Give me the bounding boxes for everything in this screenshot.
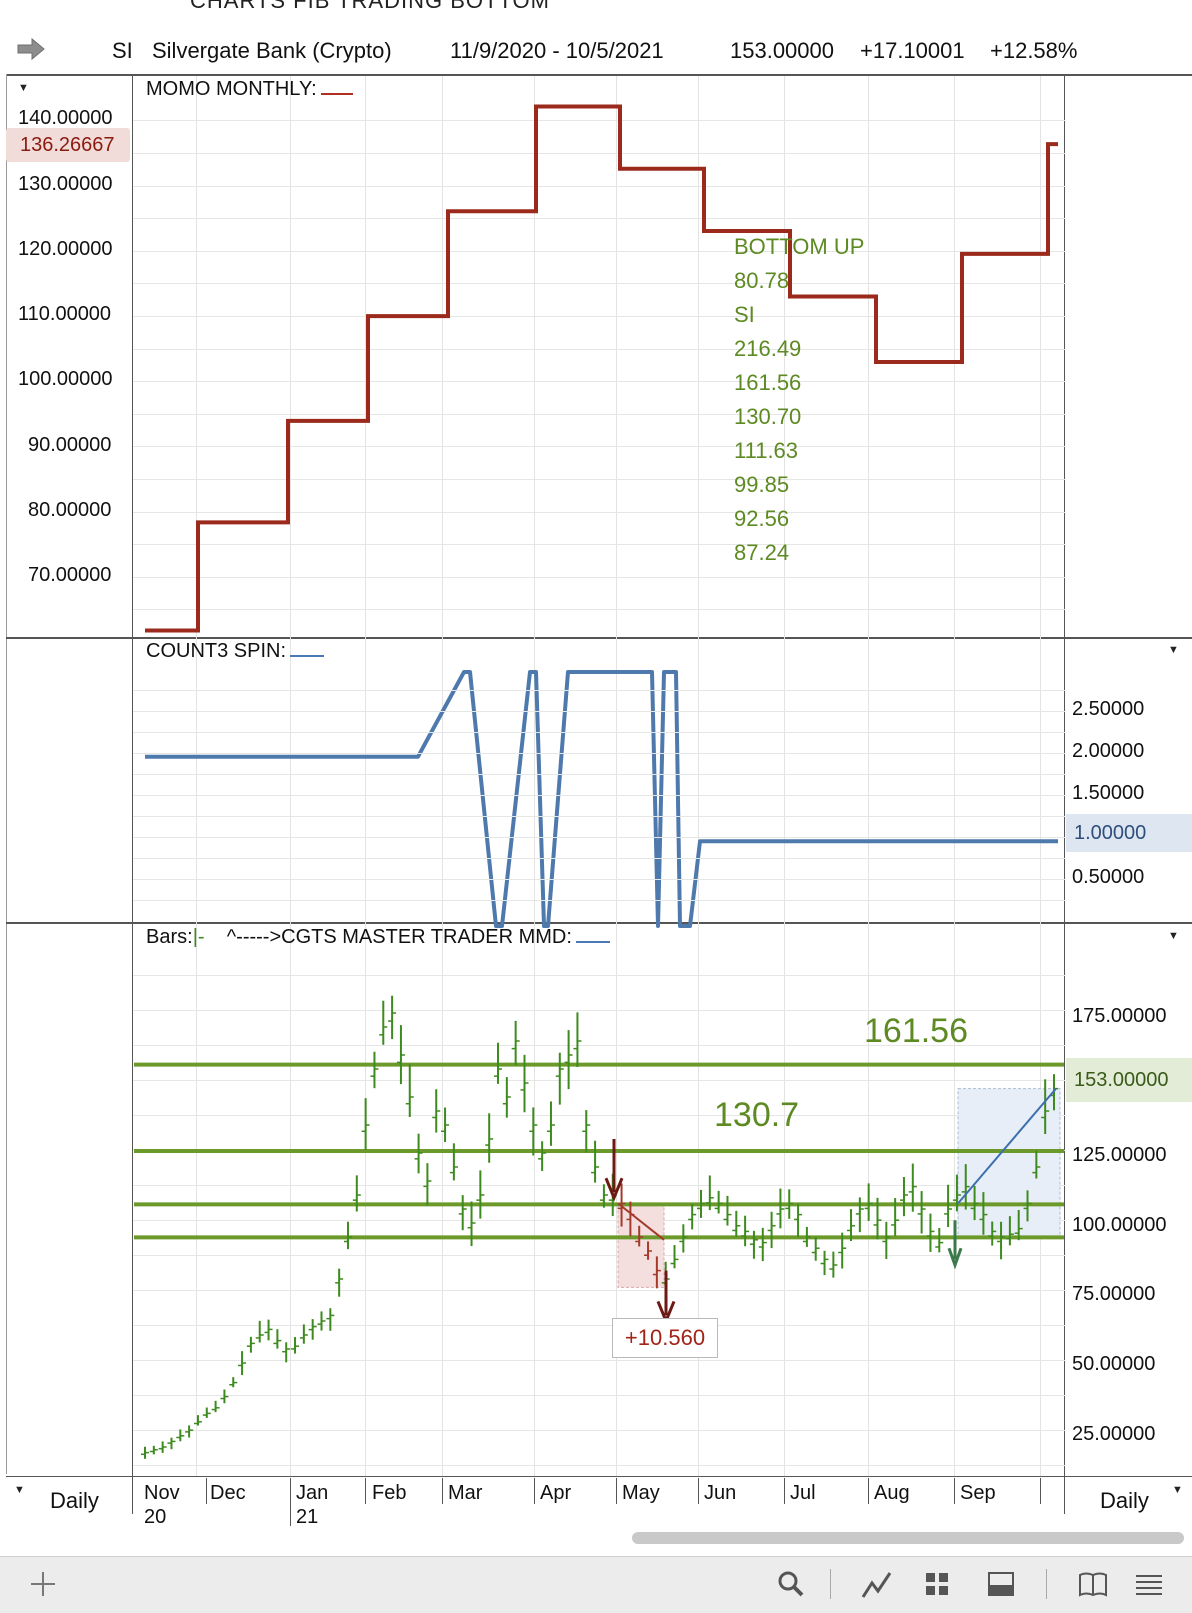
annotation-line: BOTTOM UP [734, 234, 865, 259]
trade-profit-label: +10.560 [612, 1318, 718, 1358]
forward-arrow-icon[interactable] [16, 36, 46, 62]
pane3-axis-label: 125.00000 [1072, 1144, 1167, 1166]
pane1-axis-label: 100.00000 [18, 368, 113, 390]
count3-spin-line [145, 670, 1058, 928]
pane3-menu-caret[interactable]: ▼ [1168, 930, 1179, 942]
month-label: May [622, 1482, 660, 1504]
sell-arrow-icon [604, 1139, 624, 1202]
annotation-line: 87.24 [734, 540, 790, 565]
short-trade-line [617, 1202, 665, 1241]
pane1-axis-label: 140.00000 [18, 107, 113, 129]
pane1-menu-caret[interactable]: ▼ [18, 82, 29, 94]
bottom-toolbar [0, 1556, 1192, 1613]
price-change: +17.10001 [860, 38, 965, 63]
search-icon[interactable] [774, 1567, 808, 1601]
annotation-line: 80.78 [734, 268, 790, 293]
horizontal-scrollbar[interactable] [632, 1532, 1184, 1544]
add-icon[interactable] [26, 1567, 60, 1601]
symbol-ticker: SI [112, 38, 133, 63]
month-label: Feb [372, 1482, 407, 1504]
pane2-title: COUNT3 SPIN: [146, 640, 325, 663]
pane3-current-value-badge: 153.00000 [1066, 1058, 1192, 1102]
period-right-caret[interactable]: ▼ [1172, 1484, 1183, 1496]
period-left-caret[interactable]: ▼ [14, 1484, 25, 1496]
month-label: Jun [704, 1482, 737, 1504]
pane2-axis-label: 1.50000 [1072, 782, 1145, 804]
pane2-axis-label: 2.00000 [1072, 740, 1145, 762]
book-icon[interactable] [1076, 1567, 1110, 1601]
app-title: CHARTS FIB TRADING BOTTOM [190, 0, 550, 13]
long-trade-line [957, 1087, 1057, 1205]
symbol-name: Silvergate Bank (Crypto) [152, 38, 392, 63]
pane1-title: MOMO MONTHLY: [146, 78, 353, 101]
pane3-axis-label: 75.00000 [1072, 1283, 1156, 1305]
fib-level-label: 130.7 [714, 1096, 800, 1134]
date-range: 11/9/2020 - 10/5/2021 [450, 38, 664, 63]
annotation-line: 92.56 [734, 506, 790, 531]
pane2-axis-label: 0.50000 [1072, 866, 1145, 888]
pane2-axis-label: 2.50000 [1072, 698, 1145, 720]
month-label: Dec [210, 1482, 246, 1504]
pane1-current-value-badge: 136.26667 [6, 128, 130, 162]
month-label: Nov [144, 1482, 180, 1504]
pane3-axis-label: 175.00000 [1072, 1005, 1167, 1027]
pane1-axis-label: 80.00000 [28, 499, 112, 521]
pane1-axis-label: 110.00000 [18, 303, 112, 325]
annotation-line: 99.85 [734, 472, 790, 497]
month-label: Aug [874, 1482, 910, 1504]
period-right-selector[interactable]: Daily [1100, 1488, 1149, 1513]
annotation-line: 130.70 [734, 404, 802, 429]
pane3-axis-label: 100.00000 [1072, 1214, 1167, 1236]
fib-level-label: 161.56 [864, 1012, 968, 1050]
momo-step-line [145, 104, 1058, 633]
price-change-pct: +12.58% [990, 38, 1078, 63]
month-label: Jan [296, 1482, 329, 1504]
pane2-title-text: COUNT3 SPIN: [146, 640, 287, 662]
menu-icon[interactable] [1132, 1567, 1166, 1601]
annotation-line: SI [734, 302, 755, 327]
layout-icon[interactable] [984, 1567, 1018, 1601]
annotation-line: 111.63 [734, 438, 799, 463]
bars-label: Bars: [146, 926, 193, 948]
pane1-axis-label: 70.00000 [28, 564, 112, 586]
pane3-axis-label: 50.00000 [1072, 1353, 1156, 1375]
pane2-menu-caret[interactable]: ▼ [1168, 644, 1179, 656]
last-price: 153.00000 [730, 38, 834, 63]
annotation-line: 216.49 [734, 336, 802, 361]
month-label: Jul [790, 1482, 816, 1504]
study-name: ^----->CGTS MASTER TRADER MMD: [226, 926, 572, 948]
buy-arrow-icon [947, 1220, 963, 1270]
line-chart-icon[interactable] [860, 1567, 894, 1601]
month-label: Sep [960, 1482, 996, 1504]
pane2-current-value-badge: 1.00000 [1066, 814, 1192, 852]
annotation-line: 161.56 [734, 370, 802, 395]
year-label: 21 [296, 1506, 319, 1528]
pane1-axis-label: 90.00000 [28, 434, 112, 456]
year-label: 20 [144, 1506, 167, 1528]
month-label: Apr [540, 1482, 572, 1504]
pane3-axis-label: 25.00000 [1072, 1423, 1156, 1445]
month-label: Mar [448, 1482, 483, 1504]
pane1-axis-label: 130.00000 [18, 173, 113, 195]
pane3-title: Bars:|- ^----->CGTS MASTER TRADER MMD: [146, 926, 610, 949]
bars-style-marker: |- [192, 926, 205, 948]
pane1-axis-label: 120.00000 [18, 238, 113, 260]
period-left-selector[interactable]: Daily [50, 1488, 99, 1513]
symbol-header: SI Silvergate Bank (Crypto) 11/9/2020 - … [0, 28, 1192, 74]
pane1-title-text: MOMO MONTHLY: [146, 78, 317, 100]
grid-icon[interactable] [920, 1567, 954, 1601]
